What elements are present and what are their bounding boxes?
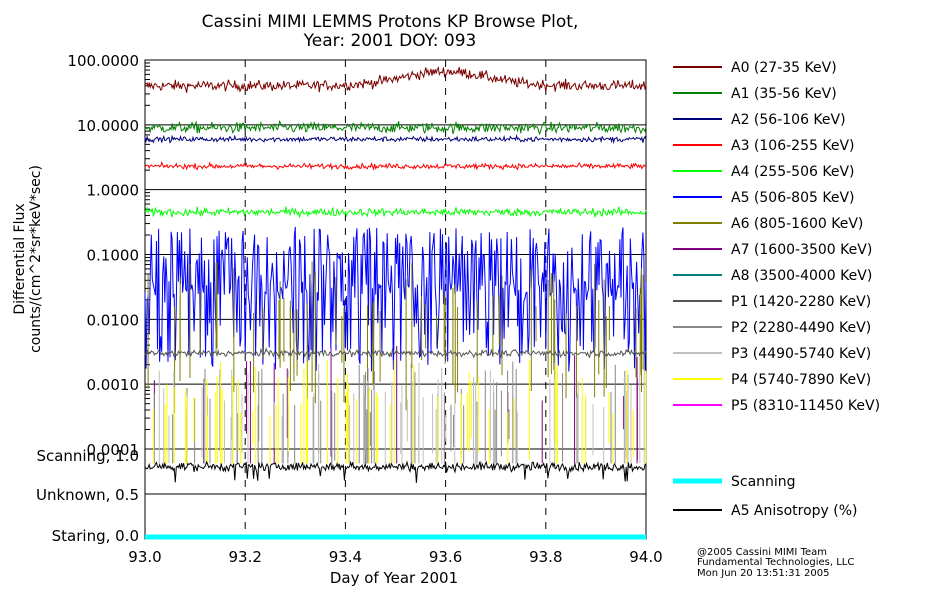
legend-item: A5 Anisotropy (%): [673, 503, 858, 519]
series-line: [144, 133, 647, 145]
series-line: [144, 205, 647, 218]
series-line: [144, 66, 647, 93]
y-tick-label: 0.0010: [87, 376, 140, 394]
legend-item: P5 (8310-11450 KeV): [673, 398, 880, 414]
series-a7-1600-3500-kev: [153, 345, 638, 464]
legend-item: A3 (106-255 KeV): [673, 138, 854, 154]
series-layer: [144, 66, 647, 540]
lower-tick-label: Staring, 0.0: [52, 527, 139, 545]
x-tick-labels: 93.0 93.2 93.4 93.6 93.8 94.0: [128, 548, 662, 566]
series-line: [144, 226, 647, 372]
legend-label: Scanning: [731, 474, 796, 490]
series-p2-2280-4490-kev: [153, 361, 632, 464]
x-tick-label: 93.4: [329, 548, 362, 566]
x-tick-label: 93.6: [429, 548, 462, 566]
legend-label: P3 (4490-5740 KeV): [731, 346, 871, 362]
x-tick-label: 93.0: [128, 548, 161, 566]
series-a1-35-56-kev: [144, 119, 647, 136]
series-a6-805-1600-kev: [147, 261, 644, 414]
legend-label: A5 (506-805 KeV): [731, 190, 854, 206]
credit-line-2: Fundamental Technologies, LLC: [697, 557, 854, 568]
x-tick-label: 94.0: [629, 548, 662, 566]
legend-item: A1 (35-56 KeV): [673, 86, 837, 102]
legend-label: A7 (1600-3500 KeV): [731, 242, 872, 258]
lower-tick-label: Scanning, 1.0: [36, 447, 139, 465]
series-a0-27-35-kev: [144, 66, 647, 93]
y-tick-label: 100.0000: [67, 52, 139, 70]
legend-label: A2 (56-106 KeV): [731, 112, 846, 128]
legend-label: P2 (2280-4490 KeV): [731, 320, 871, 336]
legend-item: P1 (1420-2280 KeV): [673, 294, 871, 310]
legend-label: A0 (27-35 KeV): [731, 60, 837, 76]
series-line: [144, 347, 647, 359]
y-tick-labels: 100.0000 10.0000 1.0000 0.1000 0.0100 0.0010 0…: [36, 52, 139, 545]
legend-item: A4 (255-506 KeV): [673, 164, 854, 180]
credit-line-1: @2005 Cassini MIMI Team: [697, 547, 827, 558]
series-p1-1420-2280-kev: [144, 347, 647, 359]
series-p4-5740-7890-kev: [153, 359, 647, 464]
legend-label: A6 (805-1600 KeV): [731, 216, 863, 232]
series-a2-56-106-kev: [144, 133, 647, 145]
x-axis-label: Day of Year 2001: [330, 569, 458, 587]
x-tick-label: 93.2: [228, 548, 261, 566]
y-tick-label: 0.0001: [87, 441, 140, 459]
legend-item: A7 (1600-3500 KeV): [673, 242, 872, 258]
series-a3-106-255-kev: [144, 160, 647, 171]
legend-item: A5 (506-805 KeV): [673, 190, 854, 206]
y-tick-label: 10.0000: [77, 117, 139, 135]
x-tick-label: 93.8: [529, 548, 562, 566]
series-a4-255-506-kev: [144, 205, 647, 218]
legend-item: A2 (56-106 KeV): [673, 112, 846, 128]
lower-tick-label: Unknown, 0.5: [36, 486, 139, 504]
y-tick-label: 0.1000: [87, 247, 140, 265]
series-a5-anisotropy: [144, 460, 646, 483]
legend-item: Scanning: [673, 474, 796, 490]
legend-label: A4 (255-506 KeV): [731, 164, 854, 180]
y-axis-label-1: Differential Flux: [12, 203, 28, 314]
credit-line-3: Mon Jun 20 13:51:31 2005: [697, 568, 830, 579]
legend-item: A8 (3500-4000 KeV): [673, 268, 872, 284]
legend-item: A6 (805-1600 KeV): [673, 216, 863, 232]
legend-label: A3 (106-255 KeV): [731, 138, 854, 154]
legend-label: P5 (8310-11450 KeV): [731, 398, 880, 414]
legend-label: A8 (3500-4000 KeV): [731, 268, 872, 284]
series-p3-4490-5740-kev: [158, 362, 645, 464]
series-line: [144, 160, 647, 171]
legend-item: A0 (27-35 KeV): [673, 60, 837, 76]
series-a5-506-805-kev: [144, 226, 647, 372]
legend-label: A1 (35-56 KeV): [731, 86, 837, 102]
legend-item: P2 (2280-4490 KeV): [673, 320, 871, 336]
legend-label: P4 (5740-7890 KeV): [731, 372, 871, 388]
chart-title: Cassini MIMI LEMMS Protons KP Browse Plo…: [202, 12, 579, 32]
chart-subtitle: Year: 2001 DOY: 093: [303, 31, 477, 51]
legend-item: P4 (5740-7890 KeV): [673, 372, 871, 388]
y-tick-label: 0.0100: [87, 311, 140, 329]
series-line: [144, 119, 647, 136]
legend-label: P1 (1420-2280 KeV): [731, 294, 871, 310]
y-axis-label-2: counts/(cm^2*sr*keV*sec): [28, 165, 44, 353]
y-tick-label: 1.0000: [87, 182, 140, 200]
legend: A0 (27-35 KeV) A1 (35-56 KeV) A2 (56-106 K…: [673, 60, 880, 519]
legend-item: P3 (4490-5740 KeV): [673, 346, 871, 362]
legend-label: A5 Anisotropy (%): [731, 503, 858, 519]
